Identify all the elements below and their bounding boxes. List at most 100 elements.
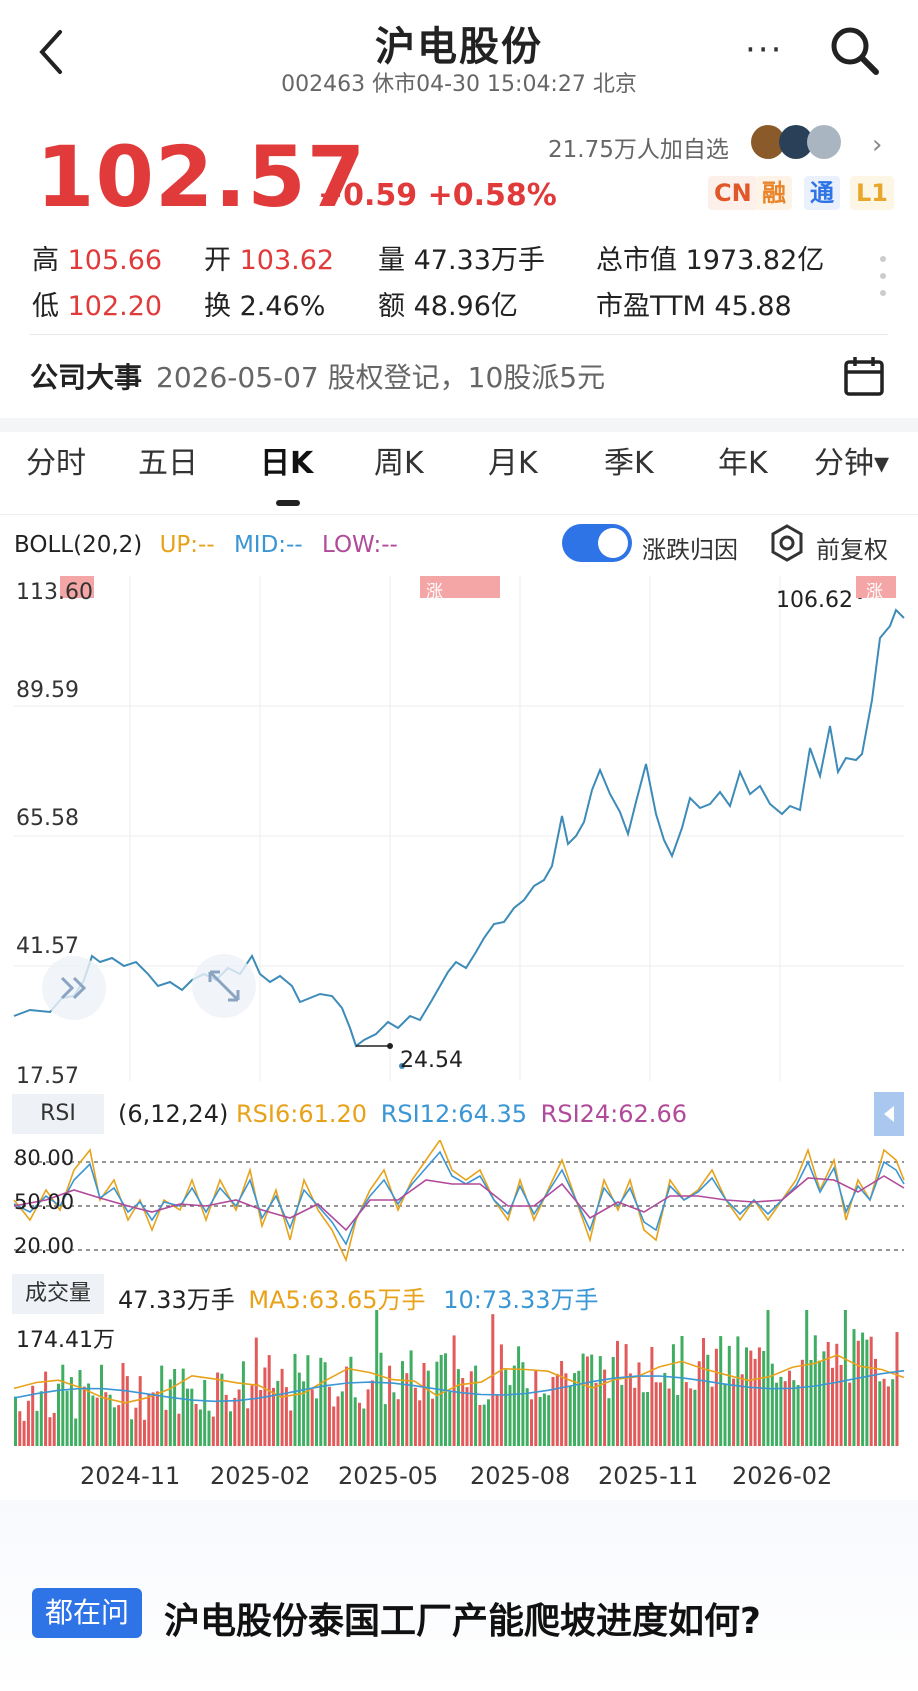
volume-bar xyxy=(207,1410,211,1446)
volume-bar xyxy=(753,1358,757,1446)
volume-bar xyxy=(121,1363,125,1446)
volume-bar xyxy=(14,1396,17,1446)
back-arrow-icon[interactable] xyxy=(32,26,72,78)
rsi-label[interactable]: RSI xyxy=(12,1094,104,1134)
volume-bar xyxy=(796,1385,800,1446)
volume-bar xyxy=(542,1393,546,1446)
stat-high: 高 105.66 xyxy=(32,245,163,276)
volume-bar xyxy=(52,1412,56,1446)
badge-margin: 融 xyxy=(756,176,792,210)
volume-bar xyxy=(267,1355,271,1446)
tab-intraday[interactable]: 分时 xyxy=(26,446,86,481)
volume-bar xyxy=(57,1383,60,1446)
stat-amount: 额 48.96亿 xyxy=(378,291,518,322)
chevron-right-icon[interactable]: › xyxy=(872,130,883,160)
tab-minute[interactable]: 分钟▾ xyxy=(814,446,890,481)
volume-bar xyxy=(112,1407,116,1446)
volume-bar xyxy=(560,1361,564,1446)
ask-tag[interactable]: 都在问 xyxy=(32,1588,142,1638)
collapse-arrow-icon[interactable] xyxy=(874,1092,904,1136)
volume-bar xyxy=(727,1345,731,1446)
volume-bar xyxy=(160,1365,164,1446)
settings-icon[interactable] xyxy=(768,524,806,562)
volume-bar xyxy=(130,1419,134,1446)
volume-bar xyxy=(250,1385,254,1446)
high-marker-label: 106.62 xyxy=(776,588,853,613)
boll-indicator[interactable]: BOLL(20,2) UP:-- MID:-- LOW:-- xyxy=(14,532,398,558)
volume-bar xyxy=(345,1366,349,1446)
calendar-icon[interactable] xyxy=(842,354,886,398)
search-icon[interactable] xyxy=(826,22,882,78)
x-date-label: 2025-02 xyxy=(210,1462,311,1490)
volume-bar xyxy=(401,1361,404,1446)
volume-bar xyxy=(44,1371,48,1446)
volume-bar xyxy=(740,1374,744,1446)
volume-bar xyxy=(125,1376,129,1446)
company-event[interactable]: 公司大事 2026-05-07 股权登记，10股派5元 xyxy=(30,361,606,394)
volume-bar xyxy=(684,1382,688,1446)
badge-cn: CN xyxy=(708,176,758,210)
volume-bar xyxy=(594,1382,598,1446)
tab-yearly-k[interactable]: 年K xyxy=(718,446,768,481)
attribution-toggle[interactable] xyxy=(562,524,632,562)
volume-label[interactable]: 成交量 xyxy=(12,1274,104,1314)
volume-bar xyxy=(461,1378,465,1446)
volume-bar xyxy=(134,1407,138,1446)
volume-bar xyxy=(826,1342,830,1446)
volume-bar xyxy=(155,1391,159,1446)
price-axis-label: 41.57 xyxy=(16,934,79,959)
current-price: 102.57 xyxy=(36,128,367,226)
price-axis-label: 113.60 xyxy=(16,580,93,605)
volume-bar xyxy=(82,1386,86,1446)
more-icon[interactable]: ··· xyxy=(745,30,784,70)
volume-bar xyxy=(396,1399,400,1446)
volume-bar xyxy=(173,1369,177,1446)
volume-bar xyxy=(78,1370,82,1446)
volume-bar xyxy=(723,1383,727,1446)
volume-bar xyxy=(521,1362,525,1446)
tab-quarterly-k[interactable]: 季K xyxy=(604,446,654,481)
volume-bar xyxy=(315,1398,318,1446)
volume-bar xyxy=(383,1404,387,1446)
stat-pe: 市盈TTM 45.88 xyxy=(596,291,792,322)
volume-bar xyxy=(616,1340,619,1446)
stat-low: 低 102.20 xyxy=(32,291,163,322)
volume-bar xyxy=(302,1381,306,1446)
volume-bar xyxy=(465,1387,469,1446)
volume-bar xyxy=(48,1417,52,1446)
vertical-dots-icon[interactable] xyxy=(878,254,888,298)
volume-bar xyxy=(822,1351,826,1446)
volume-bar xyxy=(805,1310,809,1446)
tab-indicator xyxy=(276,500,300,506)
volume-bar xyxy=(637,1362,641,1446)
volume-bar xyxy=(177,1413,181,1446)
volume-bar xyxy=(835,1343,839,1446)
volume-bar xyxy=(891,1379,895,1446)
rsi-chart xyxy=(13,1140,905,1263)
volume-bar xyxy=(736,1336,740,1446)
adjustment-label[interactable]: 前复权 xyxy=(816,536,888,564)
volume-bar xyxy=(439,1354,443,1446)
volume-bar xyxy=(327,1386,331,1446)
volume-bar xyxy=(714,1348,718,1446)
tab-daily-k[interactable]: 日K xyxy=(260,446,314,481)
price-chart[interactable] xyxy=(0,576,918,1086)
tab-monthly-k[interactable]: 月K xyxy=(488,446,538,481)
stock-title: 沪电股份 xyxy=(375,24,543,70)
volume-bar xyxy=(818,1360,822,1446)
volume-bar xyxy=(813,1335,817,1446)
tab-weekly-k[interactable]: 周K xyxy=(374,446,424,481)
volume-bar xyxy=(697,1361,701,1446)
volume-bar xyxy=(654,1382,658,1446)
volume-bar xyxy=(624,1344,628,1446)
volume-bar xyxy=(689,1388,693,1446)
volume-bar xyxy=(886,1386,890,1446)
price-axis-label: 17.57 xyxy=(16,1064,79,1089)
volume-bar xyxy=(534,1370,538,1446)
volume-bar xyxy=(259,1390,263,1446)
question-text[interactable]: 沪电股份泰国工厂产能爬坡进度如何? xyxy=(164,1601,761,1642)
tab-five-day[interactable]: 五日 xyxy=(138,446,198,481)
volume-bar xyxy=(839,1364,843,1446)
followers-count[interactable]: 21.75万人加自选 xyxy=(548,137,729,163)
rsi-level-label: 20.00 xyxy=(14,1234,75,1258)
